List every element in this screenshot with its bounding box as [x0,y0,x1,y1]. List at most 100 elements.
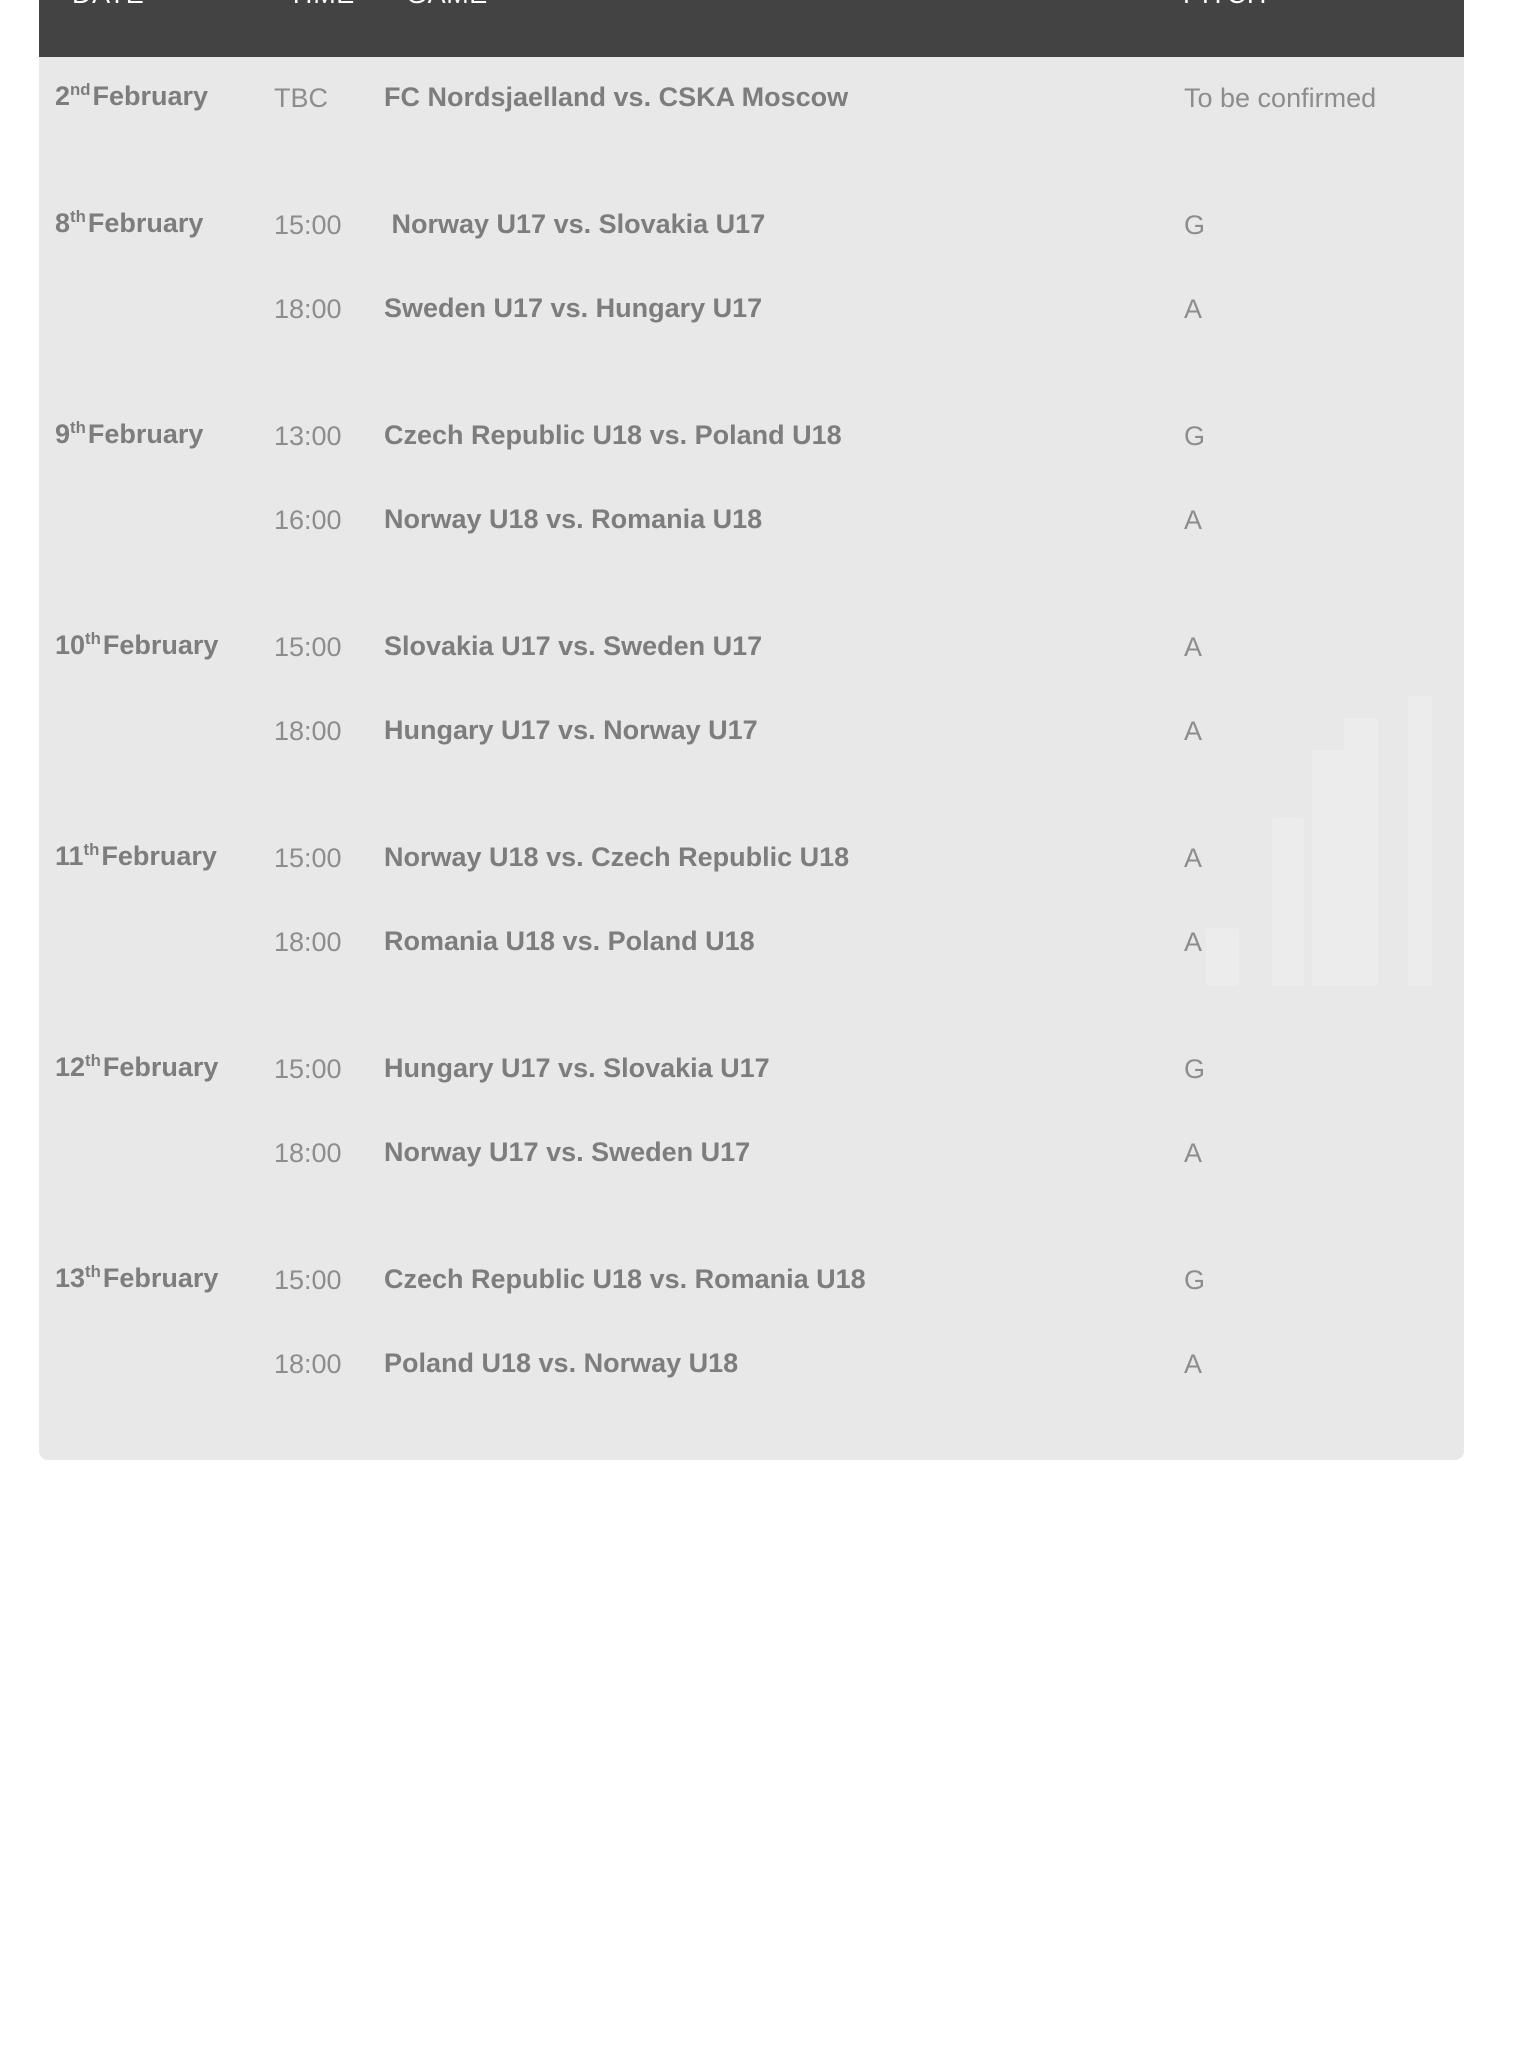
cell-time: 15:00 [274,1265,342,1295]
column-header-game[interactable]: GAME [406,0,488,8]
cell-pitch: A [1184,716,1203,746]
cell-pitch: G [1184,421,1206,451]
cell-date: 12thFebruary [55,1051,219,1082]
date-group: 10thFebruary 15:00 Slovakia U17 vs. Sweden… [39,606,1464,773]
cell-date: 9thFebruary [55,418,204,449]
table-header-row: DATE TIME GAME PITCH [39,0,1464,57]
date-number: 11 [55,841,84,871]
cell-game: Czech Republic U18 vs. Romania U18 [384,1264,866,1294]
cell-game: FC Nordsjaelland vs. CSKA Moscow [384,82,849,112]
cell-date: 2ndFebruary [55,80,209,111]
cell-time: 15:00 [274,843,342,873]
table-row[interactable]: 18:00 Poland U18 vs. Norway U18 A [39,1323,1464,1406]
date-group-gap [39,1195,1464,1239]
table-row[interactable]: 18:00 Norway U17 vs. Sweden U17 A [39,1112,1464,1195]
date-month: February [87,208,204,238]
cell-pitch: A [1184,632,1203,662]
table-row[interactable]: 13thFebruary 15:00 Czech Republic U18 vs. … [39,1239,1464,1322]
table-row[interactable]: 2ndFebruary TBC FC Nordsjaelland vs. CSKA … [39,57,1464,140]
cell-game: Norway U17 vs. Slovakia U17 [384,209,766,239]
date-ordinal-suffix: nd [70,80,91,99]
table-row[interactable]: 11thFebruary 15:00 Norway U18 vs. Czech Re… [39,817,1464,900]
table-row[interactable]: 8thFebruary 15:00 Norway U17 vs. Slovakia… [39,184,1464,267]
cell-time: 15:00 [274,632,342,662]
cell-date: 11thFebruary [55,840,217,871]
date-month: February [102,630,219,660]
column-header-time[interactable]: TIME [288,0,355,8]
date-month: February [102,1052,219,1082]
date-month: February [102,1263,219,1293]
cell-pitch: G [1184,210,1206,240]
cell-game: Sweden U17 vs. Hungary U17 [384,293,763,323]
cell-time: 18:00 [274,294,342,324]
date-ordinal-suffix: th [70,418,86,437]
date-group-gap [39,351,1464,395]
cell-time: 15:00 [274,210,342,240]
date-month: February [101,841,217,871]
cell-game: Czech Republic U18 vs. Poland U18 [384,420,842,450]
cell-pitch: A [1184,505,1203,535]
table-row[interactable]: 12thFebruary 15:00 Hungary U17 vs. Slovaki… [39,1028,1464,1111]
date-group: 8thFebruary 15:00 Norway U17 vs. Slovakia… [39,184,1464,351]
date-number: 12 [55,1052,86,1082]
date-group: 13thFebruary 15:00 Czech Republic U18 vs. … [39,1239,1464,1406]
date-ordinal-suffix: th [85,1262,101,1281]
cell-time: TBC [274,83,328,113]
cell-time: 18:00 [274,716,342,746]
cell-pitch: A [1184,927,1203,957]
cell-game: Poland U18 vs. Norway U18 [384,1348,739,1378]
date-group: 11thFebruary 15:00 Norway U18 vs. Czech Re… [39,817,1464,984]
date-ordinal-suffix: th [85,629,101,648]
date-group-gap [39,562,1464,606]
cell-date: 8thFebruary [55,207,204,238]
table-row[interactable]: 16:00 Norway U18 vs. Romania U18 A [39,479,1464,562]
date-group: 9thFebruary 13:00 Czech Republic U18 vs. P… [39,395,1464,562]
cell-pitch: A [1184,843,1203,873]
cell-time: 16:00 [274,505,342,535]
date-group: 2ndFebruary TBC FC Nordsjaelland vs. CSKA … [39,57,1464,140]
date-ordinal-suffix: th [70,207,86,226]
column-header-date[interactable]: DATE [72,0,144,8]
cell-pitch: A [1184,1349,1203,1379]
cell-time: 18:00 [274,1349,342,1379]
cell-game: Norway U18 vs. Romania U18 [384,504,763,534]
cell-game: Slovakia U17 vs. Sweden U17 [384,631,763,661]
table-body: 2ndFebruary TBC FC Nordsjaelland vs. CSKA … [39,57,1464,1460]
date-group-gap [39,773,1464,817]
date-number: 9 [55,419,71,449]
cell-pitch: A [1184,294,1203,324]
date-number: 13 [55,1263,86,1293]
table-row[interactable]: 18:00 Romania U18 vs. Poland U18 A [39,901,1464,984]
table-row[interactable]: 9thFebruary 13:00 Czech Republic U18 vs. P… [39,395,1464,478]
cell-game: Hungary U17 vs. Slovakia U17 [384,1053,770,1083]
cell-game: Norway U17 vs. Sweden U17 [384,1137,751,1167]
cell-date: 13thFebruary [55,1262,219,1293]
date-month: February [92,81,209,111]
cell-game: Norway U18 vs. Czech Republic U18 [384,842,850,872]
date-number: 8 [55,208,71,238]
cell-pitch: G [1184,1054,1206,1084]
date-group: 12thFebruary 15:00 Hungary U17 vs. Slovaki… [39,1028,1464,1195]
cell-game: Hungary U17 vs. Norway U17 [384,715,758,745]
date-group-gap [39,140,1464,184]
date-month: February [87,419,204,449]
date-ordinal-suffix: th [85,1051,101,1070]
date-group-gap [39,984,1464,1028]
cell-time: 13:00 [274,421,342,451]
table-row[interactable]: 10thFebruary 15:00 Slovakia U17 vs. Sweden… [39,606,1464,689]
cell-pitch: G [1184,1265,1206,1295]
date-ordinal-suffix: th [83,840,100,859]
cell-date: 10thFebruary [55,629,219,660]
date-number: 10 [55,630,86,660]
date-number: 2 [55,81,71,111]
cell-game: Romania U18 vs. Poland U18 [384,926,755,956]
table-row[interactable]: 18:00 Hungary U17 vs. Norway U17 A [39,690,1464,773]
cell-time: 15:00 [274,1054,342,1084]
cell-pitch: A [1184,1138,1203,1168]
cell-pitch: To be confirmed [1184,83,1377,113]
table-row[interactable]: 18:00 Sweden U17 vs. Hungary U17 A [39,268,1464,351]
column-header-pitch[interactable]: PITCH [1183,0,1267,8]
cell-time: 18:00 [274,1138,342,1168]
cell-time: 18:00 [274,927,342,957]
